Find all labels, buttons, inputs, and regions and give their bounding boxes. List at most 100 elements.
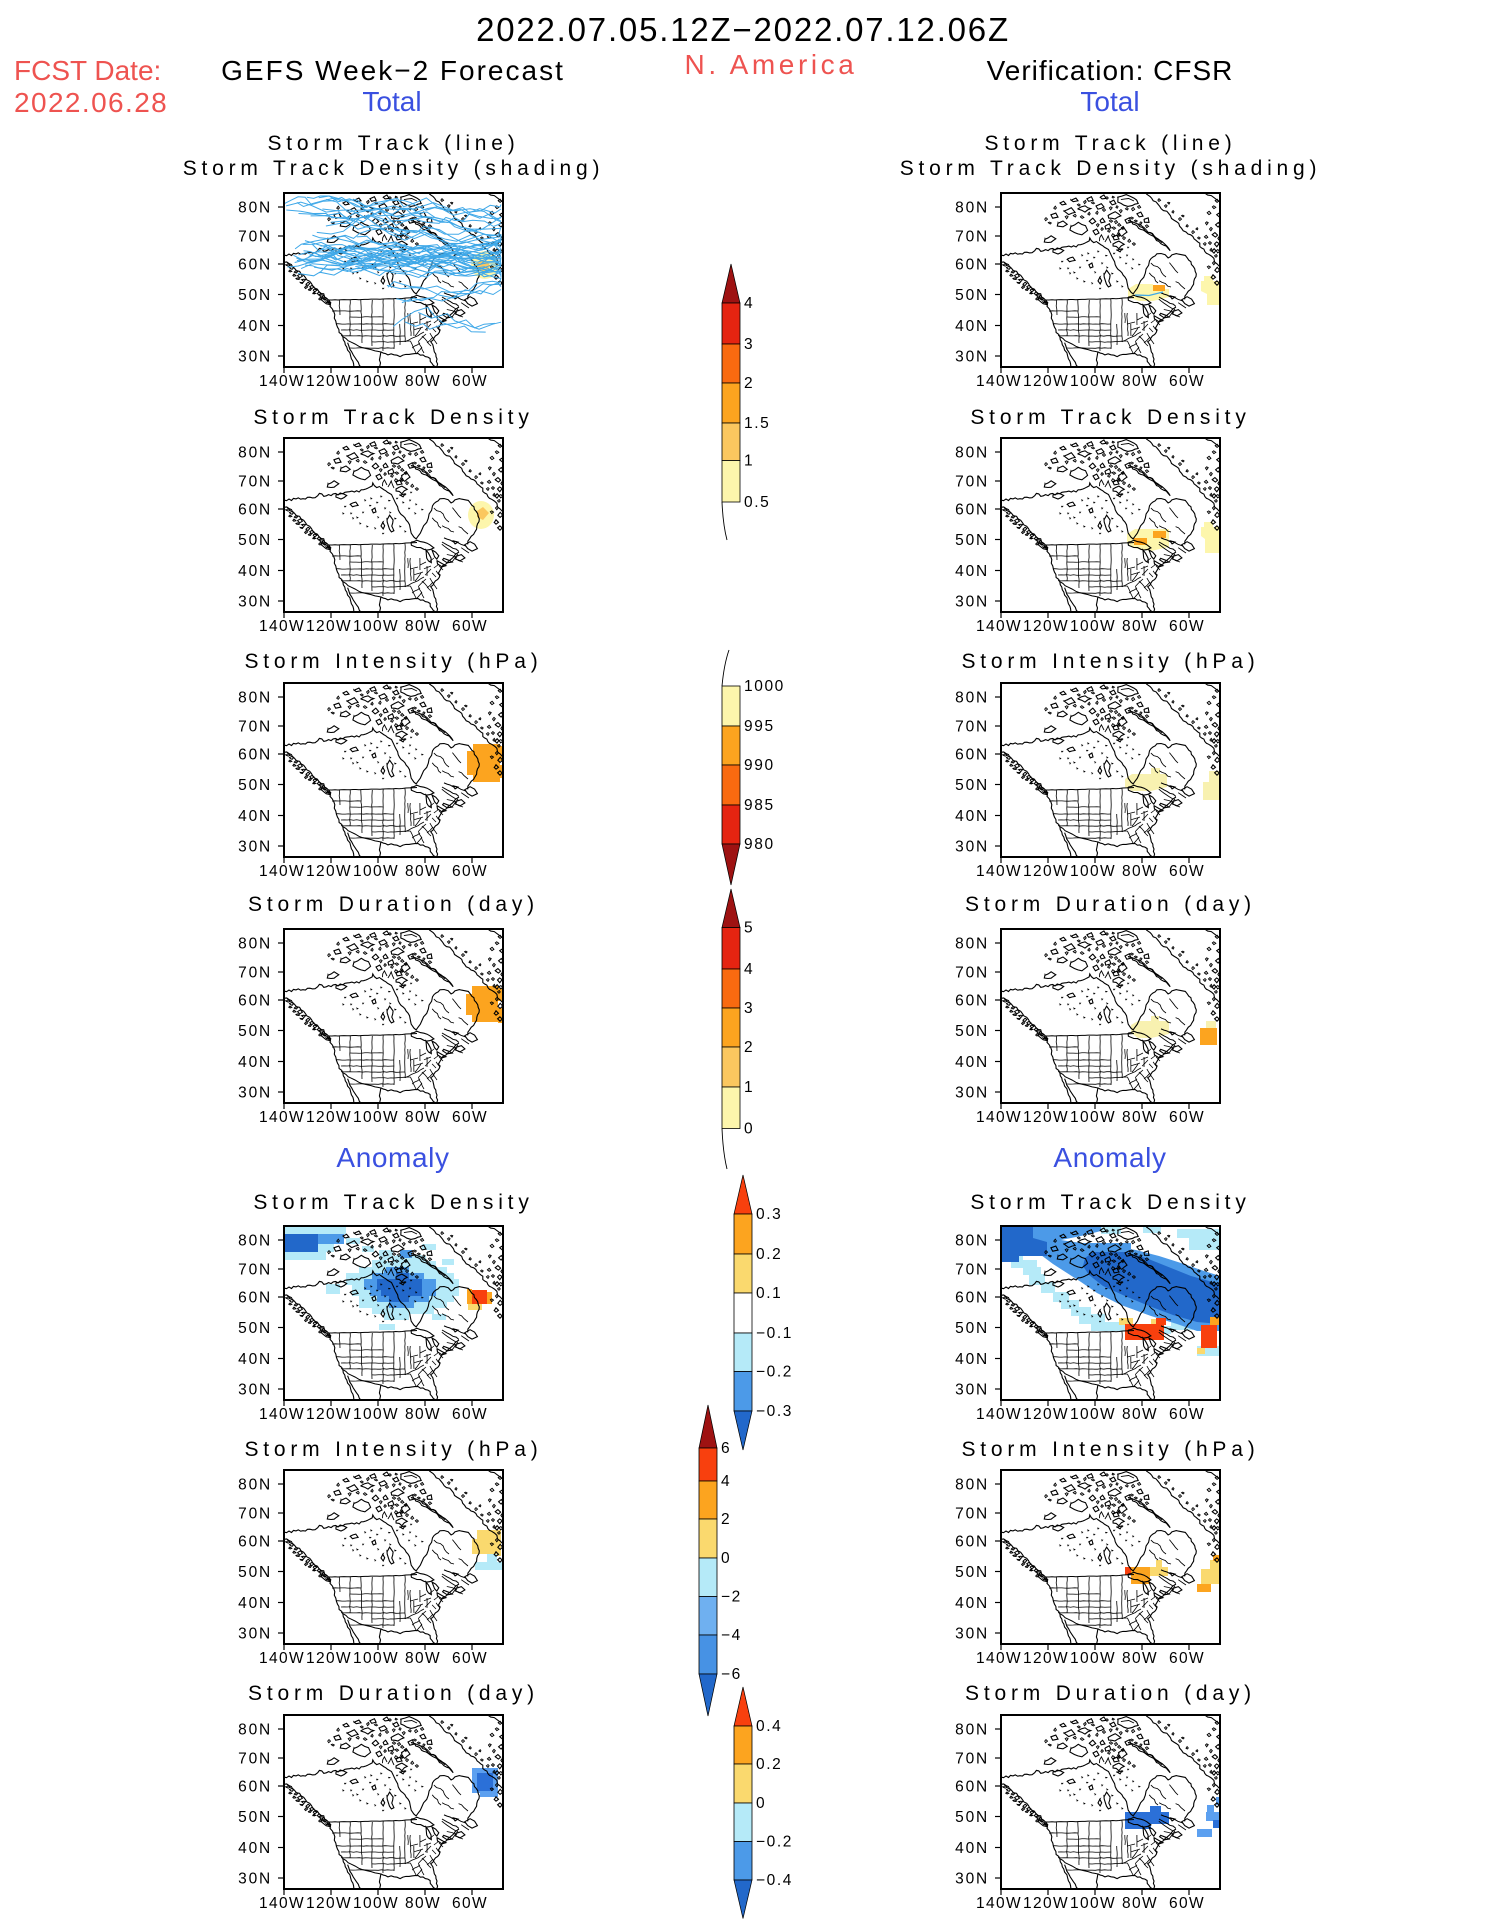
- svg-text:100W: 100W: [353, 373, 399, 390]
- svg-text:50N: 50N: [238, 1564, 272, 1581]
- svg-text:60W: 60W: [452, 618, 488, 635]
- svg-text:40N: 40N: [955, 1054, 989, 1071]
- svg-text:60N: 60N: [238, 1534, 272, 1551]
- svg-text:80W: 80W: [405, 1406, 441, 1423]
- svg-text:70N: 70N: [955, 474, 989, 491]
- svg-text:Storm Intensity (hPa): Storm Intensity (hPa): [244, 650, 542, 673]
- svg-text:2: 2: [721, 1511, 731, 1528]
- svg-text:80W: 80W: [1122, 1109, 1158, 1126]
- svg-text:30N: 30N: [955, 594, 989, 611]
- svg-text:980: 980: [744, 836, 775, 853]
- svg-text:40N: 40N: [955, 1595, 989, 1612]
- svg-text:80W: 80W: [405, 373, 441, 390]
- svg-text:995: 995: [744, 718, 775, 735]
- svg-text:120W: 120W: [306, 1650, 352, 1667]
- svg-text:60W: 60W: [452, 1650, 488, 1667]
- svg-text:−0.2: −0.2: [756, 1364, 793, 1381]
- svg-text:5: 5: [744, 920, 754, 937]
- svg-text:80N: 80N: [238, 445, 272, 462]
- svg-text:120W: 120W: [1023, 863, 1069, 880]
- svg-text:Storm Track Density: Storm Track Density: [253, 1191, 533, 1214]
- svg-text:70N: 70N: [238, 474, 272, 491]
- svg-text:60N: 60N: [238, 1779, 272, 1796]
- svg-text:Total: Total: [1080, 86, 1139, 117]
- svg-text:140W: 140W: [259, 1109, 305, 1126]
- svg-text:50N: 50N: [955, 777, 989, 794]
- svg-text:60N: 60N: [955, 257, 989, 274]
- svg-text:985: 985: [744, 797, 775, 814]
- svg-text:60W: 60W: [1169, 1109, 1205, 1126]
- svg-text:100W: 100W: [353, 618, 399, 635]
- svg-text:60W: 60W: [1169, 1650, 1205, 1667]
- svg-text:100W: 100W: [353, 1895, 399, 1912]
- svg-text:120W: 120W: [1023, 1650, 1069, 1667]
- svg-text:80N: 80N: [238, 1233, 272, 1250]
- svg-text:N. America: N. America: [685, 49, 858, 80]
- svg-text:2022.07.05.12Z−2022.07.12.06Z: 2022.07.05.12Z−2022.07.12.06Z: [476, 11, 1010, 48]
- svg-text:100W: 100W: [353, 863, 399, 880]
- svg-text:60W: 60W: [1169, 1406, 1205, 1423]
- svg-text:50N: 50N: [955, 1320, 989, 1337]
- svg-text:−0.2: −0.2: [756, 1834, 793, 1851]
- svg-text:0.2: 0.2: [756, 1246, 782, 1263]
- svg-text:30N: 30N: [955, 1085, 989, 1102]
- svg-text:30N: 30N: [238, 349, 272, 366]
- svg-text:80N: 80N: [955, 1722, 989, 1739]
- svg-text:Storm Track Density (shading): Storm Track Density (shading): [183, 157, 605, 180]
- svg-text:Storm Duration (day): Storm Duration (day): [248, 1682, 539, 1705]
- svg-text:30N: 30N: [955, 1871, 989, 1888]
- svg-text:80W: 80W: [405, 1895, 441, 1912]
- svg-text:0: 0: [756, 1795, 766, 1812]
- svg-text:60N: 60N: [238, 747, 272, 764]
- svg-text:Storm Intensity (hPa): Storm Intensity (hPa): [244, 1438, 542, 1461]
- svg-text:3: 3: [744, 1000, 754, 1017]
- svg-text:70N: 70N: [955, 1751, 989, 1768]
- svg-text:60N: 60N: [238, 257, 272, 274]
- svg-text:4: 4: [721, 1473, 731, 1490]
- svg-text:1000: 1000: [744, 678, 785, 695]
- svg-text:120W: 120W: [306, 373, 352, 390]
- svg-text:80W: 80W: [1122, 618, 1158, 635]
- svg-text:100W: 100W: [1070, 1650, 1116, 1667]
- svg-text:120W: 120W: [1023, 618, 1069, 635]
- svg-text:0.2: 0.2: [756, 1756, 782, 1773]
- svg-text:40N: 40N: [955, 1351, 989, 1368]
- svg-text:70N: 70N: [238, 719, 272, 736]
- svg-text:70N: 70N: [238, 1751, 272, 1768]
- svg-text:80W: 80W: [1122, 863, 1158, 880]
- svg-text:FCST Date:: FCST Date:: [14, 55, 161, 86]
- svg-text:80N: 80N: [238, 936, 272, 953]
- svg-text:80N: 80N: [238, 200, 272, 217]
- svg-text:3: 3: [744, 336, 754, 353]
- svg-text:140W: 140W: [259, 863, 305, 880]
- svg-text:120W: 120W: [306, 863, 352, 880]
- svg-text:50N: 50N: [955, 532, 989, 549]
- svg-text:Storm Intensity (hPa): Storm Intensity (hPa): [961, 650, 1259, 673]
- svg-text:−2: −2: [721, 1589, 742, 1606]
- svg-text:30N: 30N: [238, 594, 272, 611]
- svg-text:60W: 60W: [1169, 1895, 1205, 1912]
- svg-text:Anomaly: Anomaly: [336, 1142, 449, 1173]
- svg-text:140W: 140W: [976, 1895, 1022, 1912]
- svg-text:Total: Total: [362, 86, 421, 117]
- svg-text:Storm Track (line): Storm Track (line): [267, 132, 519, 155]
- svg-text:50N: 50N: [238, 777, 272, 794]
- svg-text:6: 6: [721, 1440, 731, 1457]
- svg-text:120W: 120W: [1023, 1895, 1069, 1912]
- svg-text:60N: 60N: [238, 993, 272, 1010]
- svg-text:120W: 120W: [306, 1406, 352, 1423]
- svg-text:60W: 60W: [1169, 863, 1205, 880]
- svg-text:140W: 140W: [259, 1406, 305, 1423]
- svg-text:0: 0: [744, 1121, 754, 1138]
- svg-text:50N: 50N: [238, 532, 272, 549]
- svg-text:80W: 80W: [1122, 1895, 1158, 1912]
- svg-text:70N: 70N: [955, 965, 989, 982]
- svg-text:60W: 60W: [452, 373, 488, 390]
- svg-text:100W: 100W: [1070, 1406, 1116, 1423]
- svg-text:100W: 100W: [353, 1406, 399, 1423]
- svg-text:Storm Track Density (shading): Storm Track Density (shading): [900, 157, 1322, 180]
- svg-text:50N: 50N: [955, 1809, 989, 1826]
- svg-text:40N: 40N: [238, 1054, 272, 1071]
- svg-text:70N: 70N: [955, 229, 989, 246]
- svg-text:120W: 120W: [306, 1109, 352, 1126]
